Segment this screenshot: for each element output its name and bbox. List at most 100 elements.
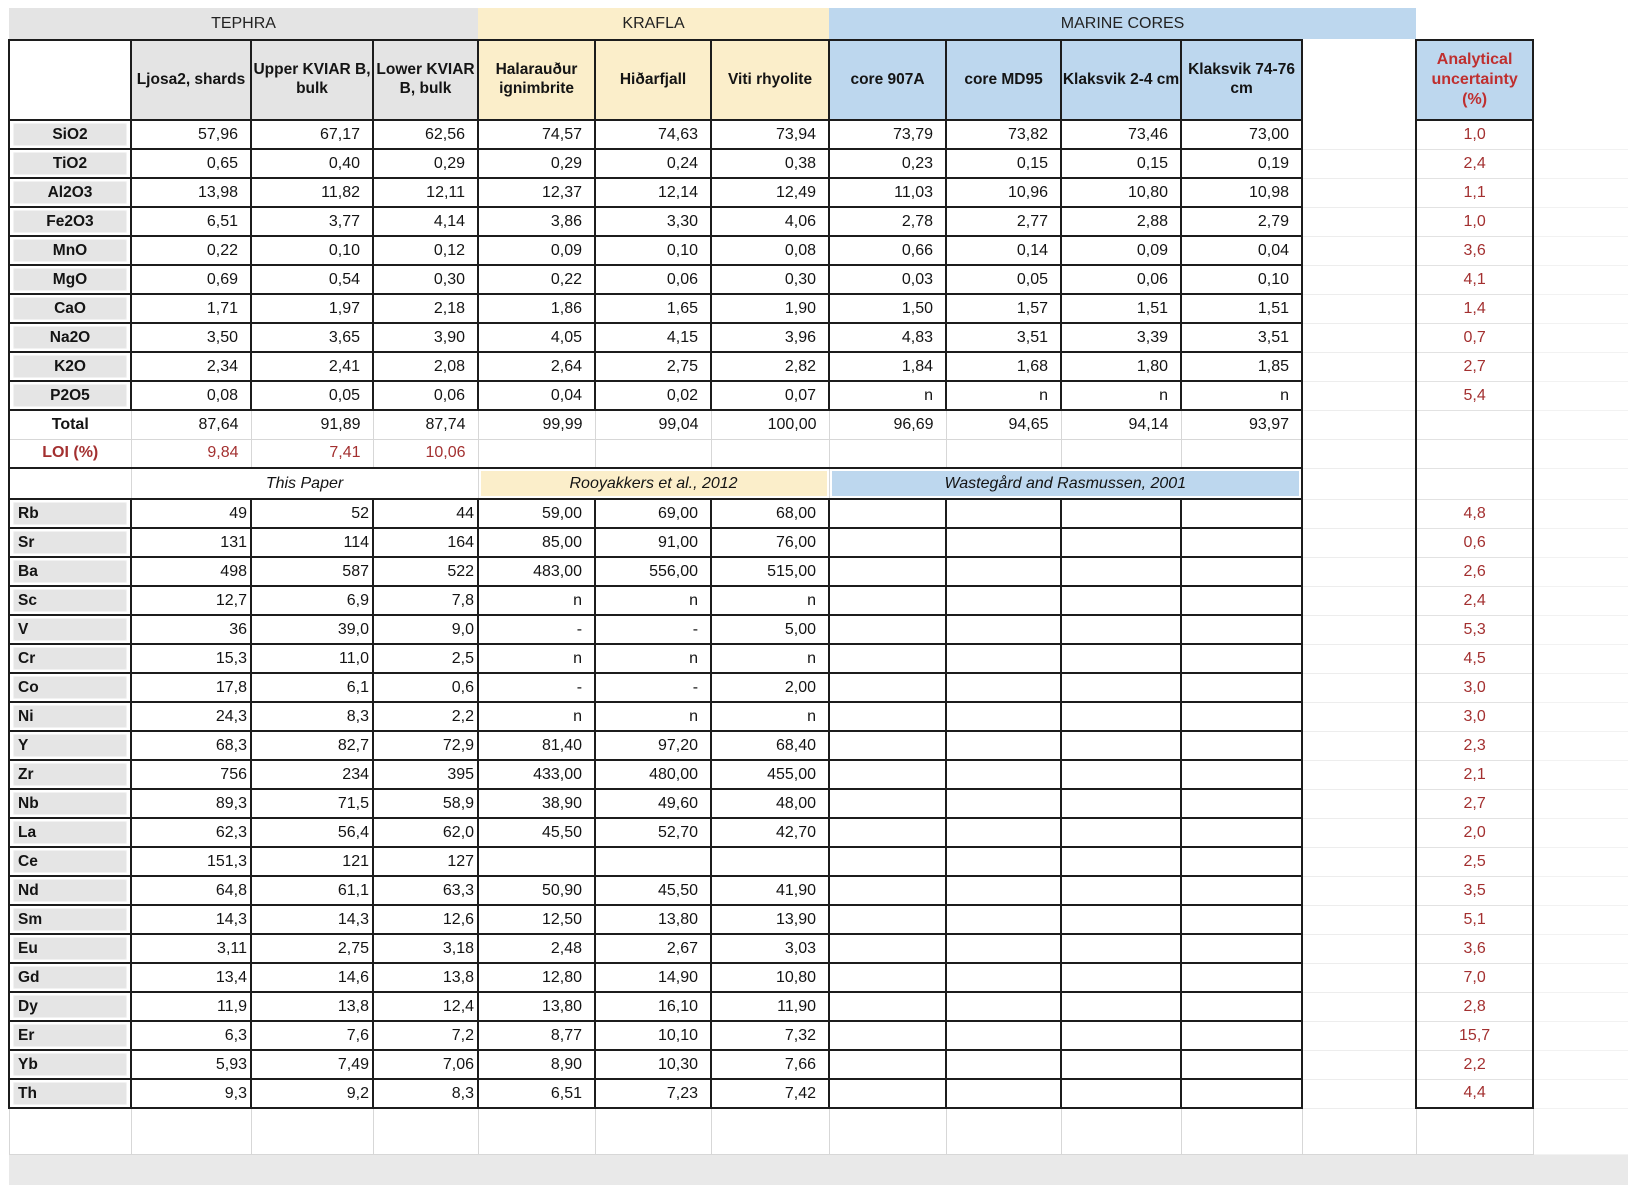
data-cell[interactable] (828, 846, 948, 877)
data-cell[interactable] (1060, 672, 1183, 703)
empty-cell[interactable] (710, 1107, 830, 1155)
empty-cell[interactable] (1415, 1107, 1534, 1155)
data-cell[interactable]: 12,14 (594, 177, 713, 208)
uncertainty-column-header[interactable]: Analytical uncertainty (%) (1415, 39, 1535, 121)
data-cell[interactable]: n (828, 380, 948, 411)
data-cell[interactable]: 10,10 (594, 1020, 713, 1051)
data-cell[interactable]: 3,39 (1060, 322, 1183, 353)
data-cell[interactable] (945, 498, 1063, 529)
data-cell[interactable]: 85,00 (477, 527, 597, 558)
data-cell[interactable]: 3,30 (594, 206, 713, 237)
data-cell[interactable]: 10,06 (372, 438, 479, 469)
column-header[interactable]: Klaksvik 74-76 cm (1180, 39, 1304, 121)
uncertainty-cell[interactable]: 4,1 (1415, 264, 1535, 295)
data-cell[interactable]: 2,34 (130, 351, 252, 382)
data-cell[interactable]: 12,11 (371, 177, 480, 208)
data-cell[interactable] (1180, 701, 1304, 732)
column-header[interactable]: Viti rhyolite (710, 39, 831, 121)
uncertainty-cell[interactable]: 2,8 (1415, 991, 1535, 1022)
row-label-cell[interactable]: Rb (8, 498, 132, 529)
data-cell[interactable]: 3,86 (477, 206, 597, 237)
data-cell[interactable]: 0,15 (1060, 148, 1183, 179)
data-cell[interactable]: 3,03 (710, 933, 831, 964)
data-cell[interactable]: 68,40 (710, 730, 831, 761)
data-cell[interactable]: 50,90 (477, 875, 597, 906)
source-header-this-paper[interactable]: This Paper (130, 467, 479, 500)
uncertainty-cell[interactable]: 2,1 (1415, 759, 1535, 790)
empty-cell[interactable] (1180, 1107, 1303, 1155)
row-label-cell[interactable]: Yb (8, 1049, 132, 1080)
data-cell[interactable]: 515,00 (710, 556, 831, 587)
data-cell[interactable]: 10,80 (710, 962, 831, 993)
data-cell[interactable]: 24,3 (130, 701, 252, 732)
column-header[interactable]: Upper KVIAR B, bulk (250, 39, 374, 121)
data-cell[interactable] (828, 875, 948, 906)
data-cell[interactable] (1180, 643, 1304, 674)
data-cell[interactable]: 13,8 (371, 962, 480, 993)
uncertainty-cell[interactable]: 3,0 (1415, 701, 1535, 732)
uncertainty-cell[interactable]: 1,0 (1415, 119, 1535, 150)
data-cell[interactable]: 7,41 (250, 438, 374, 469)
data-cell[interactable]: 58,9 (371, 788, 480, 819)
row-label-cell[interactable]: Sr (8, 527, 132, 558)
data-cell[interactable]: 91,00 (594, 527, 713, 558)
empty-cell[interactable] (828, 1107, 947, 1155)
data-cell[interactable]: n (1060, 380, 1183, 411)
row-label-cell[interactable]: Al2O3 (8, 177, 132, 208)
data-cell[interactable] (1180, 527, 1304, 558)
data-cell[interactable]: - (594, 614, 713, 645)
data-cell[interactable]: 69,00 (594, 498, 713, 529)
data-cell[interactable]: 82,7 (250, 730, 374, 761)
data-cell[interactable] (945, 759, 1063, 790)
data-cell[interactable]: 6,51 (477, 1078, 597, 1109)
data-cell[interactable]: 2,79 (1180, 206, 1304, 237)
data-cell[interactable] (594, 846, 713, 877)
row-label-cell[interactable]: Eu (8, 933, 132, 964)
data-cell[interactable]: 44 (371, 498, 480, 529)
uncertainty-cell[interactable]: 2,2 (1415, 1049, 1535, 1080)
data-cell[interactable]: 4,06 (710, 206, 831, 237)
data-cell[interactable]: 11,82 (250, 177, 374, 208)
uncertainty-cell[interactable]: 5,1 (1415, 904, 1535, 935)
data-cell[interactable] (1180, 672, 1304, 703)
data-cell[interactable] (945, 991, 1063, 1022)
data-cell[interactable]: n (1180, 380, 1304, 411)
uncertainty-cell[interactable]: 2,7 (1415, 351, 1535, 382)
data-cell[interactable]: 10,80 (1060, 177, 1183, 208)
data-cell[interactable]: 0,10 (1180, 264, 1304, 295)
data-cell[interactable]: 1,50 (828, 293, 948, 324)
data-cell[interactable]: 11,9 (130, 991, 252, 1022)
data-cell[interactable] (945, 527, 1063, 558)
uncertainty-cell[interactable]: 4,5 (1415, 643, 1535, 674)
data-cell[interactable]: 100,00 (710, 409, 830, 440)
data-cell[interactable]: 12,4 (371, 991, 480, 1022)
data-cell[interactable]: 12,50 (477, 904, 597, 935)
data-cell[interactable] (828, 1049, 948, 1080)
row-label-cell[interactable]: Cr (8, 643, 132, 674)
data-cell[interactable]: n (710, 643, 831, 674)
data-cell[interactable] (945, 846, 1063, 877)
uncertainty-cell[interactable]: 15,7 (1415, 1020, 1535, 1051)
data-cell[interactable]: 49 (130, 498, 252, 529)
data-cell[interactable]: 13,8 (250, 991, 374, 1022)
column-header[interactable]: core 907A (828, 39, 948, 121)
data-cell[interactable]: 0,30 (710, 264, 831, 295)
data-cell[interactable]: 12,80 (477, 962, 597, 993)
row-label-cell[interactable]: Zr (8, 759, 132, 790)
data-cell[interactable] (945, 438, 1062, 469)
data-cell[interactable]: 87,74 (372, 409, 479, 440)
data-cell[interactable]: 5,93 (130, 1049, 252, 1080)
data-cell[interactable]: 39,0 (250, 614, 374, 645)
data-cell[interactable]: 0,04 (1180, 235, 1304, 266)
data-cell[interactable] (945, 1049, 1063, 1080)
data-cell[interactable] (828, 1020, 948, 1051)
uncertainty-cell[interactable] (1415, 467, 1535, 500)
data-cell[interactable]: 522 (371, 556, 480, 587)
data-cell[interactable]: 556,00 (594, 556, 713, 587)
data-cell[interactable]: 234 (250, 759, 374, 790)
data-cell[interactable]: 7,66 (710, 1049, 831, 1080)
data-cell[interactable]: 7,8 (371, 585, 480, 616)
row-label-cell[interactable]: Sc (8, 585, 132, 616)
data-cell[interactable]: 3,96 (710, 322, 831, 353)
data-cell[interactable]: 10,96 (945, 177, 1063, 208)
